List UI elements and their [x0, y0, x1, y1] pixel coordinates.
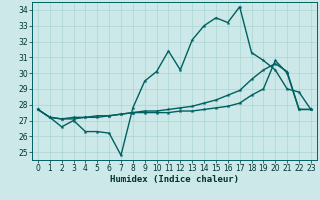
- X-axis label: Humidex (Indice chaleur): Humidex (Indice chaleur): [110, 175, 239, 184]
